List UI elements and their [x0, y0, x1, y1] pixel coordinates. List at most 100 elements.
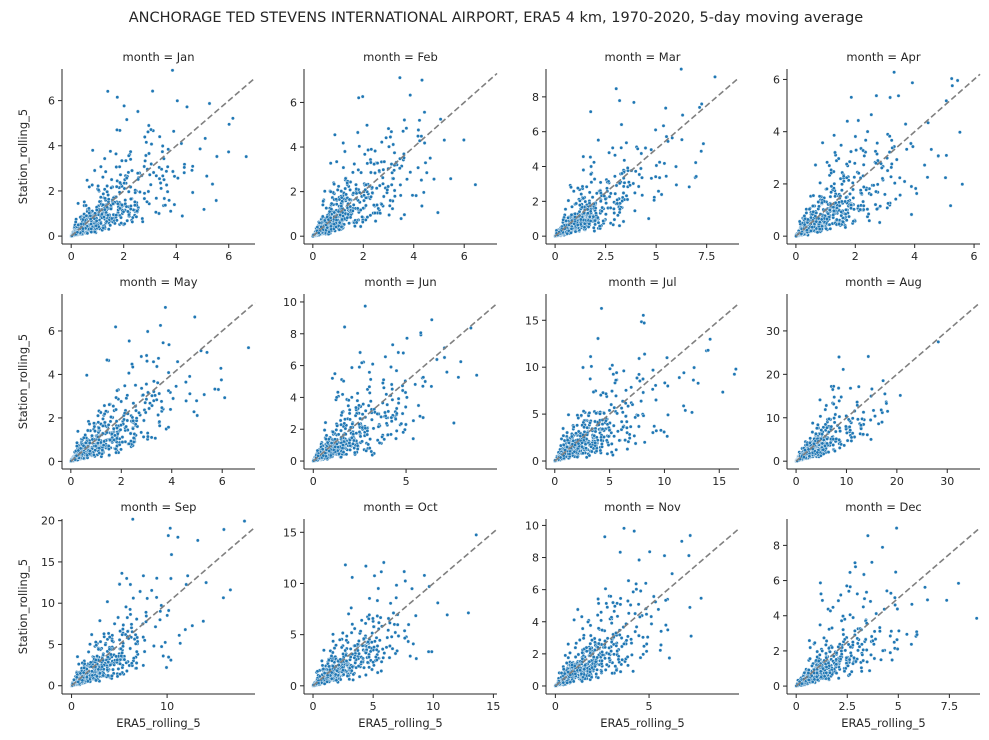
- data-point: [865, 129, 870, 134]
- data-point: [435, 210, 440, 215]
- data-point: [99, 440, 103, 445]
- data-point: [566, 198, 571, 203]
- data-point: [890, 145, 895, 150]
- data-point: [591, 390, 596, 394]
- data-point: [844, 195, 848, 200]
- data-point: [397, 166, 402, 171]
- data-point: [373, 149, 377, 153]
- data-point: [94, 223, 99, 228]
- data-point: [617, 223, 622, 228]
- data-point: [442, 355, 447, 360]
- data-point: [948, 203, 953, 208]
- data-point: [114, 395, 119, 400]
- data-point: [330, 376, 335, 381]
- data-point: [879, 165, 884, 170]
- data-point: [109, 185, 114, 190]
- y-tick-label: 4: [290, 141, 297, 154]
- data-point: [566, 412, 571, 417]
- data-point: [612, 405, 617, 410]
- data-point: [107, 402, 112, 407]
- data-point: [134, 416, 139, 421]
- data-point: [856, 384, 861, 389]
- data-point: [613, 174, 617, 179]
- data-point: [820, 200, 824, 205]
- data-point: [106, 444, 111, 448]
- data-point: [402, 212, 407, 217]
- data-point: [569, 185, 573, 190]
- data-point: [574, 201, 579, 206]
- data-point: [861, 185, 866, 189]
- data-point: [320, 214, 325, 219]
- data-point: [376, 424, 381, 429]
- data-point: [130, 219, 135, 224]
- data-point: [911, 144, 915, 149]
- data-point: [370, 362, 375, 366]
- data-point: [365, 428, 370, 433]
- data-point: [341, 141, 346, 145]
- data-point: [207, 101, 212, 106]
- data-point: [572, 221, 577, 226]
- data-point: [565, 430, 569, 435]
- data-point: [606, 434, 611, 439]
- data-point: [324, 433, 329, 438]
- x-tick-label: 4: [173, 250, 180, 263]
- data-point: [102, 215, 106, 220]
- x-tick-label: 6: [971, 250, 978, 263]
- figure-title: ANCHORAGE TED STEVENS INTERNATIONAL AIRP…: [129, 10, 864, 26]
- data-point: [579, 413, 584, 418]
- data-point: [346, 212, 351, 217]
- data-point: [341, 443, 345, 447]
- y-tick-label: 0: [773, 230, 780, 243]
- data-point: [831, 208, 836, 213]
- data-point: [410, 193, 415, 198]
- data-point: [376, 206, 381, 211]
- data-point: [889, 162, 894, 166]
- data-point: [363, 304, 368, 308]
- data-point: [144, 353, 149, 358]
- data-point: [602, 411, 606, 416]
- data-point: [168, 407, 173, 412]
- data-point: [691, 378, 696, 382]
- data-point: [582, 221, 587, 226]
- data-point: [347, 221, 351, 226]
- data-point: [368, 170, 373, 175]
- data-point: [167, 198, 172, 203]
- data-point: [608, 205, 613, 210]
- data-point: [389, 432, 393, 437]
- data-point: [375, 411, 380, 416]
- data-point: [598, 180, 603, 185]
- data-point: [604, 438, 609, 443]
- data-point: [387, 144, 391, 149]
- data-point: [246, 345, 251, 350]
- data-point: [144, 382, 149, 386]
- data-point: [679, 67, 684, 72]
- data-point: [118, 180, 122, 185]
- data-point: [875, 207, 879, 212]
- data-point: [111, 201, 115, 206]
- data-point: [408, 170, 413, 175]
- data-point: [329, 201, 334, 206]
- data-point: [202, 207, 206, 212]
- data-point: [117, 442, 122, 447]
- data-point: [885, 409, 890, 414]
- data-point: [384, 135, 388, 140]
- data-point: [844, 162, 849, 167]
- data-point: [127, 212, 131, 217]
- data-point: [359, 170, 363, 175]
- data-point: [396, 401, 401, 405]
- y-tick-label: 4: [48, 368, 55, 381]
- data-point: [108, 419, 113, 424]
- data-point: [363, 217, 368, 222]
- data-point: [880, 420, 884, 424]
- data-point: [837, 203, 842, 208]
- data-point: [382, 437, 387, 442]
- data-point: [839, 209, 844, 214]
- data-point: [585, 425, 590, 430]
- data-point: [849, 203, 853, 207]
- data-point: [810, 225, 815, 230]
- data-point: [151, 170, 156, 175]
- data-point: [627, 436, 632, 440]
- data-point: [170, 68, 175, 73]
- data-point: [394, 411, 399, 416]
- data-point: [154, 397, 159, 402]
